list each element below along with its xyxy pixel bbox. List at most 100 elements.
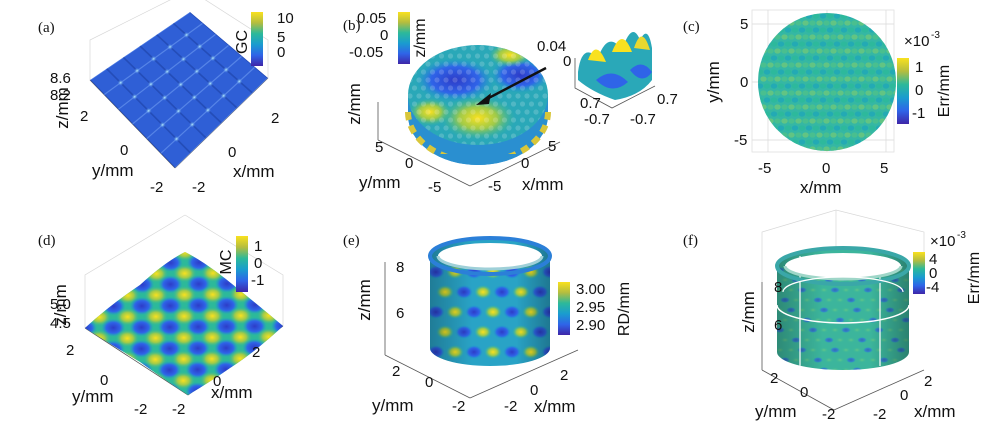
panel-e-y-tick: 0 <box>425 374 433 391</box>
facet-dot <box>474 69 481 75</box>
noise-cell <box>805 83 813 89</box>
peak-dot <box>131 93 138 100</box>
noise-cell <box>854 125 862 131</box>
noise-cell <box>760 118 767 124</box>
facet-dot <box>528 53 535 59</box>
facet-dot <box>447 117 454 123</box>
noise-cell <box>777 13 785 19</box>
facet-dot <box>461 45 467 51</box>
noise-cell <box>833 13 841 19</box>
noise-cell <box>791 27 799 33</box>
panel-c-cb-exponent: ×10 <box>904 33 929 50</box>
noise-cell <box>875 125 883 131</box>
noise-cell <box>879 20 886 26</box>
noise-cell <box>760 132 767 138</box>
panel-a-xlabel: x/mm <box>233 162 275 181</box>
facet-dot <box>425 109 431 115</box>
noise-cell <box>791 83 799 89</box>
noise-cell <box>875 13 883 19</box>
facet-dot <box>492 101 499 107</box>
noise-cell <box>812 27 820 33</box>
facet-dot <box>515 45 521 51</box>
facet-dot <box>519 69 526 75</box>
facet-dot <box>533 61 539 67</box>
noise-cell <box>847 97 855 103</box>
noise-cell <box>819 13 827 19</box>
facet-dot <box>434 109 440 115</box>
noise-cell <box>781 34 788 40</box>
noise-cell <box>758 125 764 131</box>
noise-cell <box>774 76 781 82</box>
noise-cell <box>805 55 813 61</box>
panel-f-cb-tick: 0 <box>929 265 937 282</box>
facet-dot <box>443 77 449 83</box>
facet-dot <box>506 45 512 51</box>
facet-dot <box>483 53 490 59</box>
facet-dot <box>465 117 472 123</box>
noise-cell <box>781 90 788 96</box>
noise-cell <box>868 13 876 19</box>
peak-dot <box>180 55 187 63</box>
panel-b-y-tick: 0 <box>405 155 413 172</box>
noise-cell <box>774 62 781 68</box>
pattern-spot <box>143 371 167 390</box>
panel-b-inset: 0.04 0 0.7 -0.7 0.7 -0.7 <box>537 32 678 128</box>
peak-dot <box>163 68 171 75</box>
noise-cell <box>763 111 771 117</box>
facet-dot <box>438 117 445 123</box>
facet-dot <box>501 53 508 59</box>
facet-dot <box>465 85 472 91</box>
facet-dot <box>470 125 476 131</box>
facet-dot <box>434 45 440 51</box>
noise-cell <box>812 111 820 117</box>
noise-cell <box>788 118 795 124</box>
noise-cell <box>784 69 792 75</box>
panel-e-z-tick: 8 <box>396 259 404 276</box>
noise-cell <box>805 111 813 117</box>
noise-cell <box>882 83 890 89</box>
panel-c-heatmap <box>758 13 896 151</box>
panel-f-y-tick: 2 <box>770 370 778 387</box>
noise-cell <box>791 111 799 117</box>
panel-d-cb-tick: 1 <box>254 238 262 255</box>
noise-cell <box>868 27 876 33</box>
panel-e-x-tick: 0 <box>530 382 538 399</box>
noise-cell <box>879 48 886 54</box>
noise-cell <box>833 55 841 61</box>
noise-cell <box>868 69 876 75</box>
facet-dot <box>528 101 535 107</box>
panel-b-cb-label: z/mm <box>412 18 429 57</box>
peak-dot <box>209 54 217 62</box>
panel-e-label: (e) <box>343 233 360 249</box>
facet-dot <box>488 125 494 131</box>
facet-dot <box>434 61 440 67</box>
noise-cell <box>830 132 837 138</box>
facet-dot <box>488 109 494 115</box>
noise-cell <box>795 62 802 68</box>
facet-dot <box>470 109 476 115</box>
noise-cell <box>879 118 886 124</box>
noise-cell <box>774 146 781 151</box>
panel-a-z-tick: 8.6 <box>50 70 71 87</box>
panel-e-axes <box>384 262 579 399</box>
noise-cell <box>872 132 879 138</box>
noise-cell <box>781 62 788 68</box>
noise-cell <box>774 118 781 124</box>
noise-cell <box>886 132 893 138</box>
facet-dot <box>470 45 476 51</box>
facet-dot <box>533 93 539 99</box>
facet-dot <box>492 133 499 139</box>
noise-cell <box>812 55 820 61</box>
peak-dot <box>236 78 243 85</box>
noise-cell <box>893 76 896 82</box>
noise-cell <box>861 125 869 131</box>
noise-cell <box>770 125 778 131</box>
pattern-spot <box>101 340 125 359</box>
noise-cell <box>795 20 802 26</box>
panel-f-y-tick: -2 <box>822 406 835 423</box>
panel-f-cb-exponent: ×10 <box>930 233 955 250</box>
noise-cell <box>788 104 795 110</box>
noise-cell <box>865 118 872 124</box>
panel-d-zlabel: z/mm <box>51 284 70 326</box>
noise-cell <box>847 27 855 33</box>
